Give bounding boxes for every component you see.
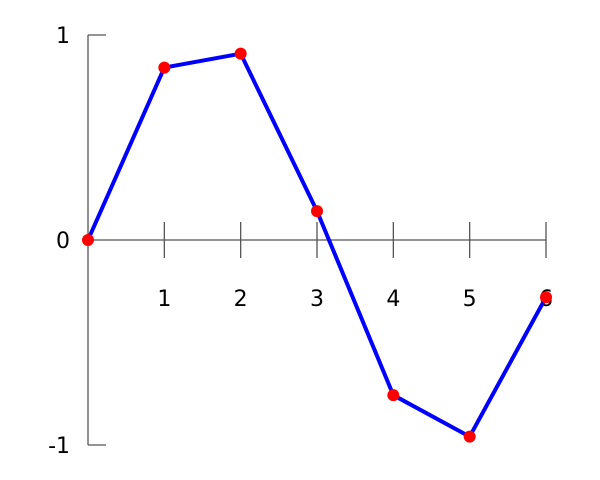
x-tick-label: 1 [157,287,171,312]
data-point [158,61,171,74]
y-tick-label: 0 [56,229,70,254]
data-point [540,291,552,304]
x-tick-label: 5 [463,287,477,312]
y-tick-label: -1 [48,434,70,459]
data-point [82,234,94,246]
y-tick-label: 1 [56,24,70,49]
x-tick-label: 4 [386,287,400,312]
x-tick-label: 3 [310,287,324,312]
data-point [387,389,400,402]
x-tick-label: 2 [234,287,248,312]
data-point [234,47,247,60]
data-point [311,205,323,218]
data-point [463,430,476,443]
